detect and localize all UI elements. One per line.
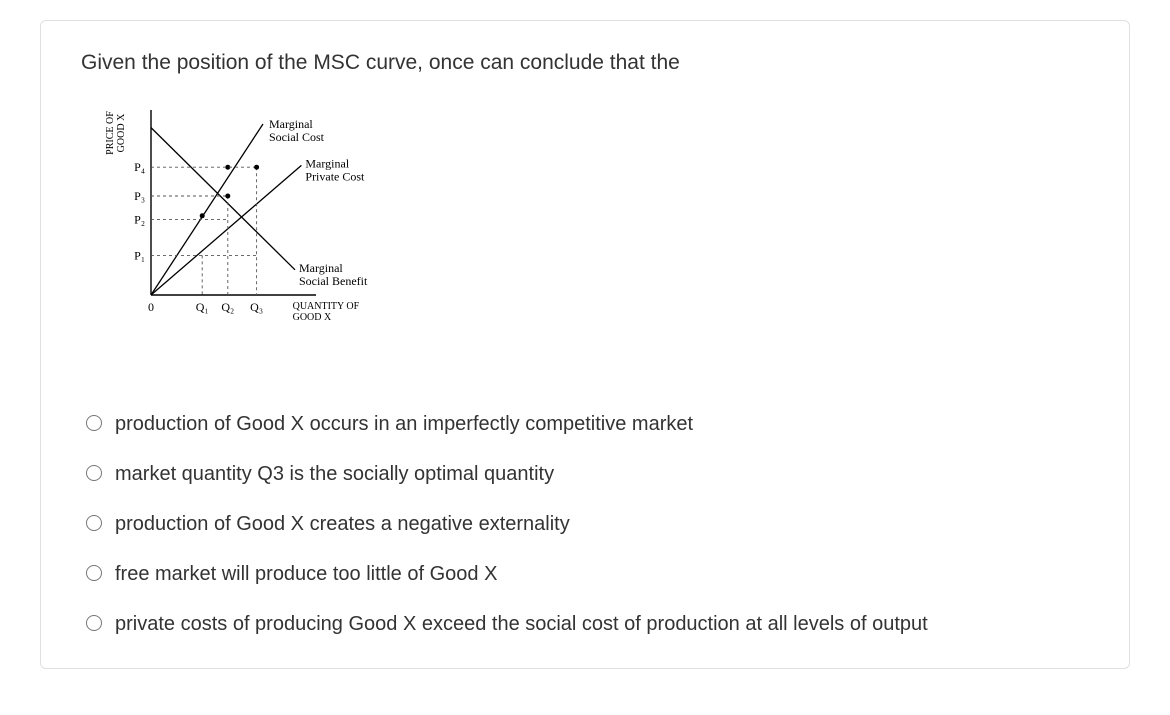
option-2-radio[interactable] [86,465,102,481]
question-text: Given the position of the MSC curve, onc… [81,51,1089,75]
svg-text:Private Cost: Private Cost [305,169,365,183]
option-4-radio[interactable] [86,565,102,581]
question-card: Given the position of the MSC curve, onc… [40,20,1130,669]
svg-text:Q₁: Q₁ [196,300,209,314]
svg-text:Q₃: Q₃ [250,300,263,314]
option-5-label: private costs of producing Good X exceed… [115,610,928,638]
econ-graph-container: PRICE OFGOOD XP₄P₃P₂P₁0Q₁Q₂Q₃MarginalSoc… [91,105,1089,350]
option-5-radio[interactable] [86,615,102,631]
option-3-radio[interactable] [86,515,102,531]
svg-text:P₂: P₂ [134,212,145,226]
svg-text:Q₂: Q₂ [221,300,234,314]
svg-text:Social Benefit: Social Benefit [299,274,368,288]
option-5[interactable]: private costs of producing Good X exceed… [81,610,1089,638]
option-2[interactable]: market quantity Q3 is the socially optim… [81,460,1089,488]
option-3-label: production of Good X creates a negative … [115,510,570,538]
svg-text:Social Cost: Social Cost [269,130,325,144]
option-1-radio[interactable] [86,415,102,431]
options-list: production of Good X occurs in an imperf… [81,410,1089,638]
econ-graph: PRICE OFGOOD XP₄P₃P₂P₁0Q₁Q₂Q₃MarginalSoc… [91,105,451,345]
svg-text:P₄: P₄ [134,160,145,174]
svg-text:Marginal: Marginal [269,117,313,131]
option-1[interactable]: production of Good X occurs in an imperf… [81,410,1089,438]
svg-text:P₃: P₃ [134,189,145,203]
svg-text:0: 0 [148,300,154,314]
option-2-label: market quantity Q3 is the socially optim… [115,460,554,488]
option-4[interactable]: free market will produce too little of G… [81,560,1089,588]
option-1-label: production of Good X occurs in an imperf… [115,410,693,438]
svg-text:Marginal: Marginal [299,261,343,275]
option-4-label: free market will produce too little of G… [115,560,497,588]
option-3[interactable]: production of Good X creates a negative … [81,510,1089,538]
svg-text:PRICE OFGOOD X: PRICE OFGOOD X [105,111,127,155]
svg-text:Marginal: Marginal [305,156,349,170]
svg-text:P₁: P₁ [134,248,145,262]
svg-text:GOOD X: GOOD X [293,312,332,323]
svg-text:QUANTITY OF: QUANTITY OF [293,301,360,312]
